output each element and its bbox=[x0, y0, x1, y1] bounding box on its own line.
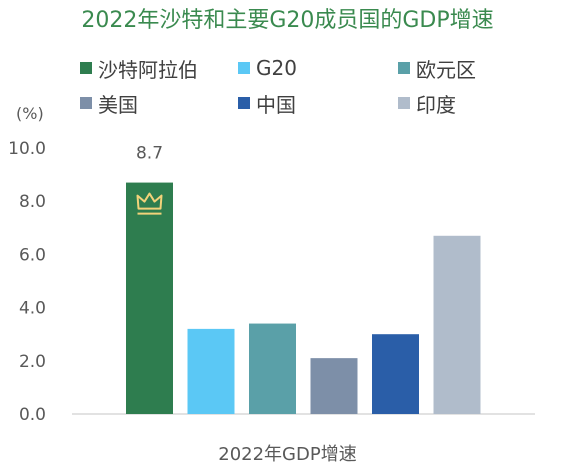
legend-label-saudi: 沙特阿拉伯 bbox=[98, 57, 198, 82]
legend-label-india: 印度 bbox=[416, 92, 456, 117]
y-tick-label: 10.0 bbox=[8, 139, 46, 159]
y-tick-label: 2.0 bbox=[19, 352, 46, 372]
legend-swatch-china bbox=[238, 97, 250, 109]
y-tick-label: 0.0 bbox=[19, 405, 46, 425]
x-axis-title: 2022年GDP增速 bbox=[218, 444, 357, 465]
y-tick-label: 4.0 bbox=[19, 299, 46, 319]
bar-1 bbox=[187, 328, 235, 414]
y-tick-label: 6.0 bbox=[19, 245, 46, 265]
bar-3 bbox=[310, 358, 358, 414]
legend-item-g20: G20 bbox=[238, 56, 297, 80]
bar-0 bbox=[126, 182, 173, 414]
legend-swatch-saudi bbox=[80, 62, 92, 74]
legend-label-g20: G20 bbox=[256, 56, 297, 80]
bar-2 bbox=[249, 323, 296, 414]
legend-label-us: 美国 bbox=[98, 92, 138, 117]
legend-item-china: 中国 bbox=[238, 91, 296, 117]
bar-4 bbox=[372, 334, 419, 414]
legend-item-us: 美国 bbox=[80, 91, 138, 117]
legend-item-saudi: 沙特阿拉伯 bbox=[80, 56, 198, 82]
legend-swatch-eurozone bbox=[398, 62, 410, 74]
legend-item-eurozone: 欧元区 bbox=[398, 56, 476, 82]
y-axis-unit: (%) bbox=[16, 104, 44, 123]
legend-label-china: 中国 bbox=[256, 92, 296, 117]
y-tick-label: 8.0 bbox=[19, 192, 46, 212]
legend-swatch-india bbox=[398, 97, 410, 109]
chart-title: 2022年沙特和主要G20成员国的GDP增速 bbox=[81, 8, 494, 33]
legend-label-eurozone: 欧元区 bbox=[416, 57, 476, 82]
legend-swatch-g20 bbox=[238, 62, 250, 74]
legend-swatch-us bbox=[80, 97, 92, 109]
bar-5 bbox=[433, 235, 481, 414]
legend-item-india: 印度 bbox=[398, 91, 456, 117]
crown-icon bbox=[136, 192, 163, 215]
data-label: 8.7 bbox=[136, 144, 163, 164]
